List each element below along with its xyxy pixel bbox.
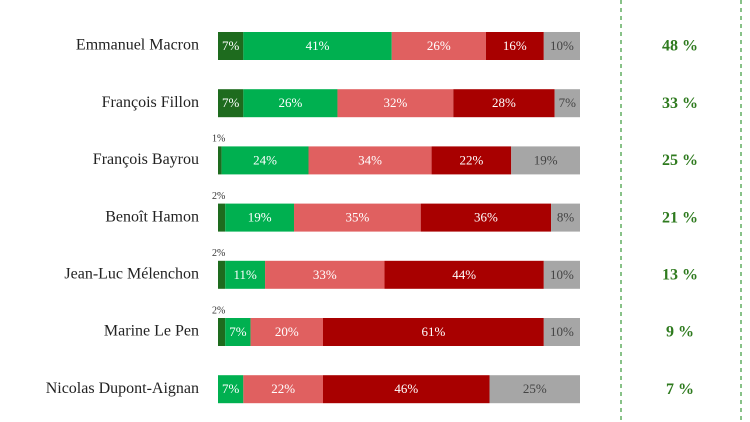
segment-label: 7%: [222, 95, 240, 110]
bar-segment: [243, 32, 392, 60]
category-label: Emmanuel Macron: [76, 37, 199, 54]
segment-label: 24%: [253, 152, 277, 167]
segment-label: 19%: [248, 210, 272, 225]
segment-label: 8%: [557, 210, 575, 225]
segment-label: 10%: [550, 267, 574, 282]
bar-segment: [221, 146, 309, 175]
bar-segment: [225, 203, 295, 232]
segment-label: 10%: [550, 324, 574, 339]
segment-label: 36%: [474, 210, 498, 225]
total-label: 48 %: [662, 38, 698, 55]
segment-label: 2%: [212, 248, 225, 259]
bar-segment: [420, 203, 552, 232]
bar-segment: [384, 260, 544, 289]
bar-segment: [485, 32, 544, 60]
segment-label: 16%: [503, 38, 527, 53]
bar-segment: [391, 32, 486, 60]
segment-label: 26%: [427, 38, 451, 53]
bar-segment: [431, 146, 512, 175]
segment-label: 33%: [313, 267, 337, 282]
bar-segment: [294, 203, 421, 232]
segment-label: 11%: [233, 267, 257, 282]
segment-label: 46%: [394, 381, 418, 396]
segment-label: 10%: [550, 38, 574, 53]
total-label: 13 %: [662, 266, 698, 283]
bar-segment: [543, 318, 580, 346]
total-label: 7 %: [666, 381, 694, 398]
segment-label: 26%: [278, 95, 302, 110]
segment-label: 41%: [306, 38, 330, 53]
bar-segment: [218, 260, 226, 289]
bar-segment: [453, 89, 555, 118]
category-label: François Fillon: [102, 94, 199, 111]
bar-segment: [265, 260, 385, 289]
category-label: Marine Le Pen: [104, 323, 199, 340]
bar-segment: [511, 146, 580, 175]
bar-segment: [322, 375, 490, 404]
segment-label: 20%: [275, 324, 299, 339]
bar-segment: [218, 203, 226, 232]
bar-segment: [218, 318, 226, 346]
bar-segment: [243, 375, 323, 404]
bar-segment: [218, 32, 244, 60]
bar-segment: [218, 375, 244, 404]
bar-segment: [225, 260, 266, 289]
bar-segment: [489, 375, 580, 404]
segment-label: 32%: [383, 95, 407, 110]
bar-segment: [543, 260, 580, 289]
bar-segment: [322, 318, 544, 346]
bar-segment: [250, 318, 323, 346]
bar-segment: [337, 89, 454, 118]
segment-label: 61%: [421, 324, 445, 339]
total-label: 25 %: [662, 152, 698, 169]
bar-segment: [554, 89, 580, 118]
segment-label: 1%: [212, 134, 225, 145]
segment-label: 2%: [212, 305, 225, 316]
category-label: Benoît Hamon: [105, 208, 199, 225]
segment-label: 25%: [523, 381, 547, 396]
segment-label: 7%: [559, 95, 577, 110]
total-label: 21 %: [662, 209, 698, 226]
bar-segment: [308, 146, 432, 175]
bar-segment: [218, 146, 222, 175]
category-label: Nicolas Dupont-Aignan: [46, 380, 199, 397]
bar-segment: [218, 89, 244, 118]
bar-segment: [243, 89, 338, 118]
segment-label: 34%: [358, 152, 382, 167]
total-label: 33 %: [662, 95, 698, 112]
segment-label: 22%: [271, 381, 295, 396]
bar-segment: [551, 203, 580, 232]
segment-label: 19%: [534, 152, 558, 167]
segment-label: 7%: [222, 381, 240, 396]
bar-segment: [543, 32, 580, 60]
segment-label: 28%: [492, 95, 516, 110]
total-label: 9 %: [666, 324, 694, 341]
bar-segment: [225, 318, 251, 346]
segment-label: 7%: [229, 324, 247, 339]
segment-label: 22%: [459, 152, 483, 167]
segment-label: 7%: [222, 38, 240, 53]
segment-label: 44%: [452, 267, 476, 282]
segment-label: 2%: [212, 191, 225, 202]
category-label: François Bayrou: [93, 151, 199, 168]
category-label: Jean-Luc Mélenchon: [64, 265, 199, 282]
segment-label: 35%: [345, 210, 369, 225]
